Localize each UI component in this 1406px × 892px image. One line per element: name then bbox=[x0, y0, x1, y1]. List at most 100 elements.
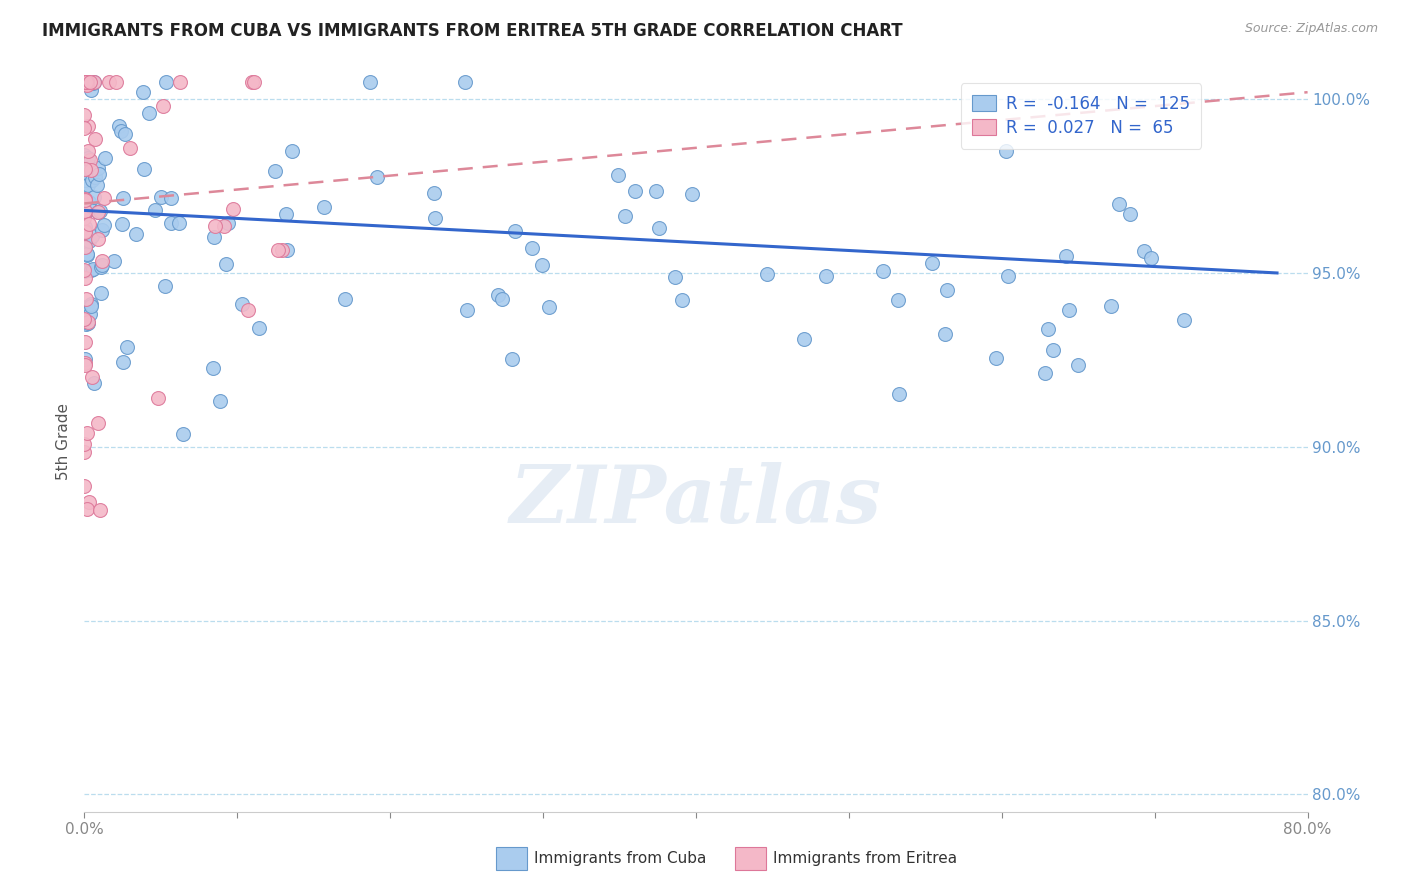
Point bbox=[79, 307, 101, 321]
Point bbox=[80, 83, 103, 97]
Point bbox=[997, 268, 1019, 283]
Point bbox=[103, 253, 125, 268]
Point bbox=[73, 108, 96, 122]
Point bbox=[73, 313, 96, 327]
Point bbox=[76, 315, 98, 329]
Point bbox=[73, 445, 96, 459]
Text: Immigrants from Cuba: Immigrants from Cuba bbox=[534, 851, 707, 866]
Point bbox=[115, 340, 138, 354]
Point bbox=[73, 352, 96, 367]
Point bbox=[132, 85, 155, 99]
Point bbox=[76, 75, 98, 89]
Point bbox=[815, 268, 838, 283]
Point bbox=[90, 222, 112, 236]
Point bbox=[75, 235, 97, 249]
Point bbox=[664, 270, 686, 285]
Text: IMMIGRANTS FROM CUBA VS IMMIGRANTS FROM ERITREA 5TH GRADE CORRELATION CHART: IMMIGRANTS FROM CUBA VS IMMIGRANTS FROM … bbox=[42, 22, 903, 40]
Point bbox=[89, 203, 111, 218]
Point bbox=[73, 220, 96, 235]
Point bbox=[73, 262, 96, 277]
Point bbox=[73, 194, 96, 209]
Point bbox=[125, 227, 148, 241]
Point bbox=[936, 283, 959, 297]
Point bbox=[82, 77, 104, 91]
Point bbox=[1099, 299, 1122, 313]
Point bbox=[97, 75, 120, 89]
Point bbox=[112, 354, 135, 368]
Point bbox=[77, 144, 100, 158]
Point bbox=[160, 216, 183, 230]
Point bbox=[1133, 244, 1156, 258]
Point bbox=[456, 303, 478, 318]
Point bbox=[73, 173, 96, 187]
Point bbox=[681, 186, 703, 201]
Point bbox=[1067, 359, 1090, 373]
Point bbox=[614, 209, 637, 223]
Point bbox=[671, 293, 693, 307]
Point bbox=[91, 254, 114, 268]
Point bbox=[73, 356, 96, 370]
Point bbox=[359, 75, 381, 89]
Point bbox=[756, 267, 779, 281]
Point bbox=[75, 300, 97, 314]
Point bbox=[215, 257, 238, 271]
Point bbox=[73, 479, 96, 493]
Point bbox=[501, 352, 523, 367]
Point bbox=[76, 119, 98, 133]
Point bbox=[75, 193, 97, 207]
Point bbox=[83, 376, 105, 390]
Point bbox=[423, 186, 446, 201]
Point bbox=[1033, 366, 1056, 380]
Point bbox=[73, 263, 96, 277]
Point bbox=[91, 259, 114, 273]
Point bbox=[169, 75, 191, 89]
Point bbox=[76, 77, 98, 91]
Point bbox=[240, 75, 263, 89]
Point bbox=[73, 358, 96, 372]
Text: Source: ZipAtlas.com: Source: ZipAtlas.com bbox=[1244, 22, 1378, 36]
Point bbox=[537, 301, 560, 315]
Point bbox=[73, 75, 96, 89]
Point bbox=[150, 190, 173, 204]
Point bbox=[1036, 322, 1059, 336]
Point bbox=[112, 191, 135, 205]
Point bbox=[73, 192, 96, 206]
Point bbox=[73, 211, 96, 225]
Point bbox=[73, 240, 96, 254]
Point bbox=[84, 170, 107, 185]
Point bbox=[160, 191, 183, 205]
Point bbox=[76, 248, 98, 262]
Point bbox=[247, 321, 270, 335]
Point bbox=[80, 173, 103, 187]
Point bbox=[73, 202, 96, 217]
Point bbox=[222, 202, 245, 216]
Point bbox=[75, 164, 97, 178]
Point bbox=[76, 178, 98, 192]
Point bbox=[80, 263, 103, 277]
Point bbox=[872, 264, 894, 278]
Point bbox=[73, 237, 96, 252]
Point bbox=[89, 503, 111, 517]
Point bbox=[110, 124, 132, 138]
Point bbox=[486, 288, 509, 302]
Point bbox=[146, 391, 169, 405]
Point bbox=[1173, 313, 1195, 327]
Point bbox=[138, 106, 160, 120]
Point bbox=[76, 316, 98, 330]
Point bbox=[79, 194, 101, 209]
Point bbox=[79, 235, 101, 249]
Point bbox=[76, 75, 98, 89]
Point bbox=[73, 208, 96, 222]
Point bbox=[887, 293, 910, 308]
Point bbox=[73, 75, 96, 89]
Text: Immigrants from Eritrea: Immigrants from Eritrea bbox=[773, 851, 957, 866]
Point bbox=[76, 502, 98, 516]
Point bbox=[73, 311, 96, 326]
Point bbox=[934, 326, 956, 341]
Point bbox=[87, 232, 110, 246]
Point bbox=[276, 207, 298, 221]
Point bbox=[1140, 251, 1163, 265]
Point bbox=[208, 394, 231, 409]
Point bbox=[333, 292, 356, 306]
Point bbox=[76, 425, 98, 440]
